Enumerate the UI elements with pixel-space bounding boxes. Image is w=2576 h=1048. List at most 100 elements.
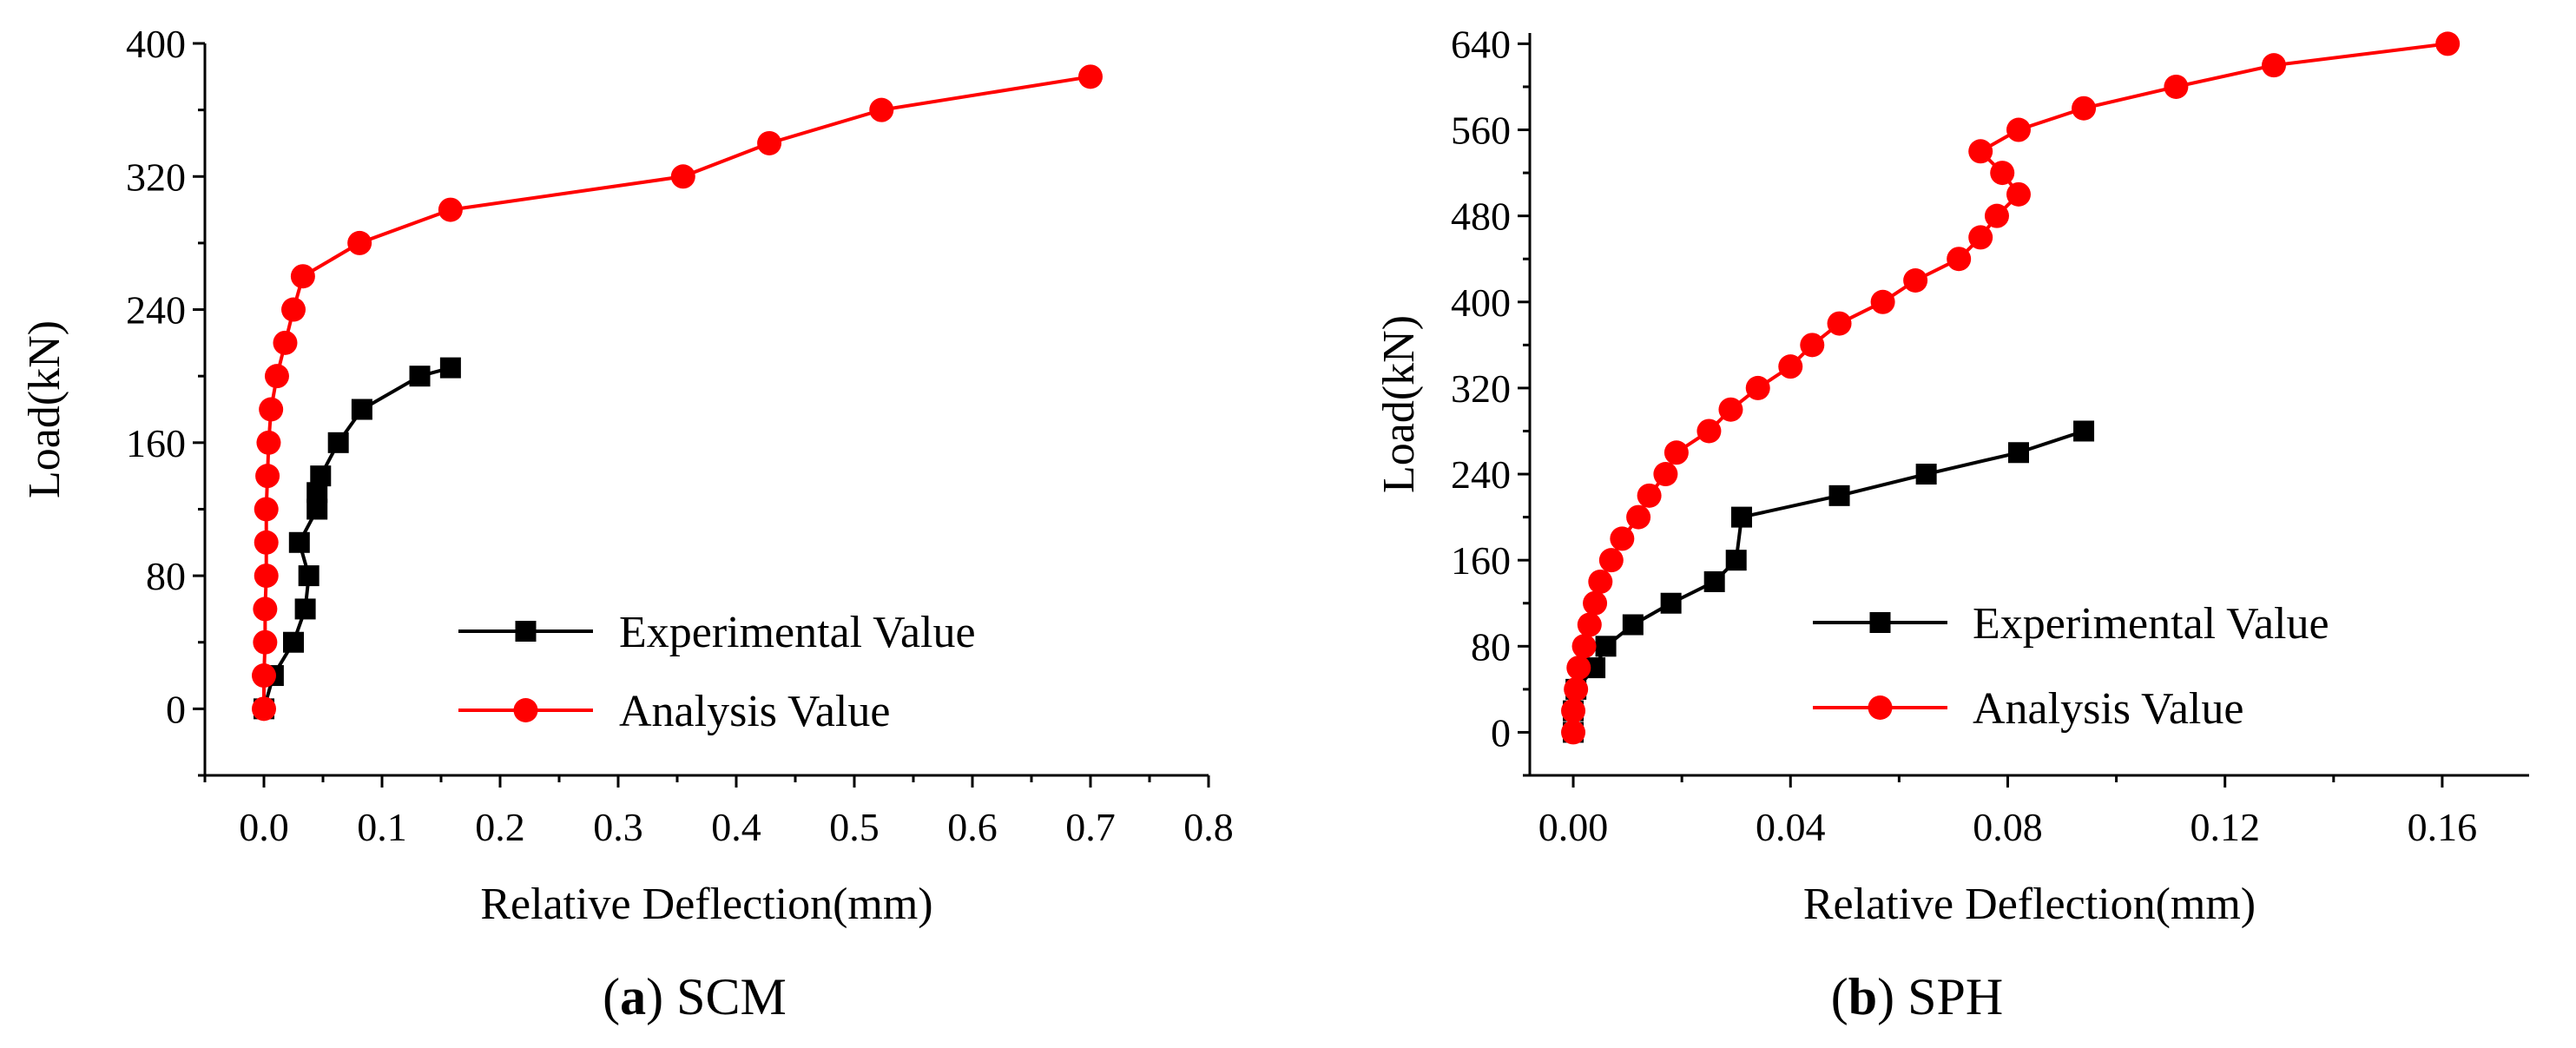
analysis-value-point <box>1745 375 1770 400</box>
analysis-value-point <box>2006 117 2031 142</box>
analysis-value-point <box>1870 289 1895 314</box>
experimental-value-point <box>1730 506 1752 528</box>
experimental-value-point <box>288 531 310 553</box>
experimental-value-point <box>1725 550 1747 571</box>
analysis-value-point <box>438 197 463 222</box>
caption-a: (a) SCM <box>603 968 787 1025</box>
analysis-value-point <box>1566 656 1591 681</box>
x-tick-label: 0.12 <box>2190 805 2260 849</box>
x-tick-label: 0.04 <box>1756 805 1826 849</box>
analysis-value-point <box>2006 181 2031 207</box>
legend-experimental-value-marker <box>515 621 537 642</box>
y-tick-label: 240 <box>1451 452 1511 497</box>
x-tick-label: 0.7 <box>1065 805 1116 849</box>
analysis-value-point <box>259 397 284 422</box>
legend-analysis-value-marker <box>513 698 538 722</box>
caption-a-letter: a <box>620 968 646 1025</box>
analysis-value-point <box>1778 354 1803 379</box>
x-tick-label: 0.8 <box>1183 805 1234 849</box>
caption-b: (b) SPH <box>1831 968 2003 1025</box>
analysis-value-point <box>264 364 289 389</box>
legend-analysis-value-label: Analysis Value <box>619 687 890 736</box>
analysis-value-point <box>255 464 280 489</box>
analysis-value-point <box>1583 590 1608 616</box>
experimental-value-point <box>439 357 461 379</box>
x-tick-label: 0.5 <box>829 805 880 849</box>
analysis-value-point <box>1947 247 1972 272</box>
y-tick-label: 0 <box>166 687 186 731</box>
analysis-value-point <box>2072 96 2097 121</box>
y-tick-label: 640 <box>1451 22 1511 66</box>
x-tick-label: 0.00 <box>1538 805 1609 849</box>
x-axis-title: Relative Deflection(mm) <box>480 880 932 929</box>
analysis-value-point <box>1626 504 1651 530</box>
analysis-value-point <box>253 597 278 622</box>
experimental-value-point <box>2073 420 2095 442</box>
analysis-value-point <box>254 497 279 522</box>
analysis-value-point <box>2261 53 2286 78</box>
analysis-value-point <box>1968 225 1993 250</box>
legend-experimental-value-label: Experimental Value <box>619 608 976 657</box>
legend-analysis-value-marker <box>1868 695 1893 720</box>
analysis-value-point <box>1968 139 1993 164</box>
caption-b-name: SPH <box>1907 968 2003 1025</box>
analysis-value-point <box>1664 440 1689 465</box>
y-tick-label: 80 <box>1471 624 1511 669</box>
x-axis-title: Relative Deflection(mm) <box>1803 880 2256 929</box>
analysis-value-point <box>254 564 279 589</box>
analysis-value-point <box>273 330 298 355</box>
x-tick-label: 0.0 <box>239 805 289 849</box>
legend-experimental-value-label: Experimental Value <box>1973 599 2329 649</box>
experimental-value-point <box>310 465 332 487</box>
analysis-value-point <box>1990 161 2015 186</box>
experimental-value-point <box>294 598 316 620</box>
y-axis-title: Load(kN) <box>20 320 69 498</box>
analysis-value-point <box>1577 612 1602 637</box>
experimental-value-point <box>1828 484 1850 506</box>
analysis-value-point <box>1561 720 1586 745</box>
experimental-value-point <box>1703 570 1725 592</box>
analysis-value-point <box>290 264 315 289</box>
analysis-value-point <box>1588 569 1613 594</box>
analysis-value-point <box>1564 676 1589 702</box>
experimental-value-point <box>283 631 304 653</box>
experimental-value-point <box>1595 636 1617 657</box>
x-tick-label: 0.2 <box>475 805 525 849</box>
y-tick-label: 160 <box>126 421 186 465</box>
analysis-value-point <box>1984 203 2009 228</box>
x-tick-label: 0.3 <box>593 805 643 849</box>
x-tick-label: 0.1 <box>357 805 407 849</box>
analysis-value-point <box>252 696 276 722</box>
caption-b-letter: b <box>1848 968 1877 1025</box>
analysis-value-point <box>254 530 279 555</box>
analysis-value-point <box>253 629 278 655</box>
analysis-value-point <box>1800 333 1825 358</box>
analysis-value-point <box>757 130 782 155</box>
x-tick-label: 0.08 <box>1973 805 2043 849</box>
analysis-value-point <box>869 97 894 122</box>
analysis-value-point <box>1078 64 1103 89</box>
experimental-value-point <box>1915 464 1937 485</box>
y-tick-label: 480 <box>1451 194 1511 239</box>
legend-experimental-value-marker <box>1869 612 1891 633</box>
experimental-value-point <box>351 399 372 420</box>
chart-panel-scm: 0 80 160 240 320 400 0.0 0.1 0.2 0.3 0.4 0.5 0.6 0.7 0… <box>20 22 1234 929</box>
analysis-value-point <box>347 230 372 255</box>
experimental-value-point <box>327 432 349 453</box>
analysis-value-point <box>670 164 695 189</box>
experimental-value-point <box>2007 442 2029 464</box>
y-tick-label: 320 <box>126 155 186 199</box>
y-tick-label: 560 <box>1451 109 1511 153</box>
experimental-value-point <box>298 565 320 587</box>
analysis-value-point <box>1827 311 1852 336</box>
analysis-value-point <box>1637 483 1662 508</box>
analysis-value-point <box>252 663 276 689</box>
analysis-value-point <box>1571 634 1597 659</box>
analysis-value-point <box>1718 397 1743 422</box>
y-tick-label: 320 <box>1451 366 1511 411</box>
y-tick-label: 0 <box>1491 710 1511 755</box>
analysis-value-point <box>1598 548 1624 573</box>
y-tick-label: 400 <box>126 22 186 66</box>
experimental-value-point <box>1622 614 1644 636</box>
